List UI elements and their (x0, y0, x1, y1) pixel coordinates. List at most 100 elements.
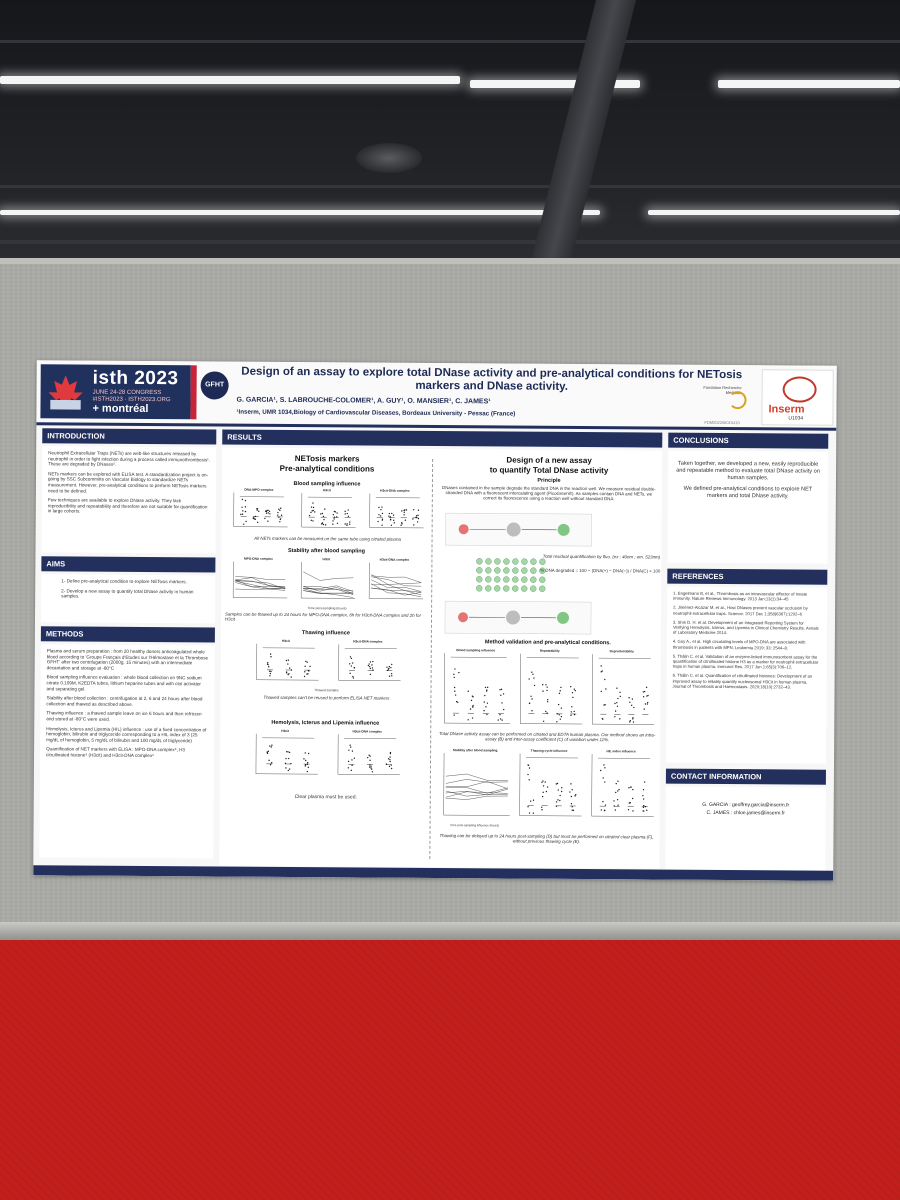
poster: isth 2023 JUNE 24-28 CONGRESS #ISTH2023 … (33, 360, 837, 881)
data-point (570, 783, 572, 785)
data-point (499, 713, 501, 716)
conclusion-paragraph: Taken together, we developed a new, easi… (676, 460, 820, 482)
chart-h3cit-dna: H3cit-DNA complex (363, 489, 426, 534)
data-point (616, 798, 619, 801)
data-point (602, 777, 604, 779)
data-point (453, 686, 456, 689)
data-point (528, 767, 531, 769)
chart-thawing-h3cit-dna: H3cit-DNA complex (332, 639, 403, 687)
data-point (500, 688, 503, 691)
data-point (572, 696, 574, 699)
data-point (558, 714, 560, 716)
scatter-plot (337, 734, 400, 775)
data-point (546, 686, 548, 688)
data-point (647, 701, 649, 704)
data-point (279, 521, 281, 523)
hil-title: Hemolysis, Icterus and Lipemia influence (271, 719, 380, 727)
series-line (445, 779, 508, 784)
data-point (602, 800, 604, 803)
data-point (312, 520, 314, 522)
chart-thawing-cycle: Thawing cycle influence (513, 749, 585, 823)
data-point (454, 694, 457, 696)
data-point (458, 671, 460, 674)
data-point (533, 677, 535, 679)
data-point (483, 701, 485, 703)
data-point (643, 781, 646, 783)
data-point (307, 669, 310, 672)
data-point (573, 713, 576, 716)
plate-well (539, 585, 546, 592)
series-line (303, 588, 354, 595)
scatter-plot (256, 643, 319, 681)
data-point (271, 762, 273, 764)
data-point (386, 666, 388, 669)
data-point (287, 769, 290, 772)
data-point (371, 667, 374, 669)
data-point (288, 751, 291, 754)
data-point (285, 659, 288, 662)
data-point (557, 703, 560, 706)
data-point (304, 765, 306, 767)
poster-affiliation: ¹Inserm, UMR 1034,Biology of Cardiovascu… (236, 408, 516, 418)
data-point (546, 700, 549, 703)
isth-city: + montréal (92, 402, 149, 415)
data-point (389, 752, 392, 755)
data-point (381, 506, 383, 508)
chart-title: H3cit (322, 557, 331, 562)
thawing-xlabel: Thawed samples (314, 688, 339, 693)
data-point (277, 511, 279, 514)
data-point (643, 708, 645, 710)
data-point (285, 757, 287, 760)
data-point (287, 663, 289, 665)
data-point (285, 671, 288, 673)
data-point (570, 795, 573, 798)
data-point (601, 717, 604, 720)
data-point (244, 499, 247, 502)
hil-caption: Clear plasma must be used. (294, 794, 357, 801)
data-point (367, 756, 369, 759)
plate-well (521, 585, 528, 592)
data-point (401, 510, 403, 512)
data-point (389, 516, 392, 518)
data-point (254, 515, 257, 518)
data-point (616, 701, 618, 704)
data-point (279, 518, 282, 520)
data-point (642, 788, 645, 791)
chart-title: Repeatability (539, 648, 560, 653)
data-point (555, 783, 557, 785)
data-point (288, 757, 290, 760)
data-point (241, 498, 244, 501)
data-point (646, 703, 649, 705)
plate-well (530, 585, 537, 592)
chart-stability-mpo: MPO-DNA complex (227, 557, 290, 604)
data-point (267, 520, 269, 522)
data-point (372, 660, 374, 663)
data-point (390, 524, 393, 526)
data-point (619, 718, 621, 720)
principle-title: Principle (537, 477, 561, 484)
data-point (389, 759, 391, 761)
data-point (614, 710, 617, 712)
data-point (258, 510, 260, 513)
data-point (311, 510, 313, 512)
data-point (369, 673, 372, 676)
data-point (265, 512, 268, 514)
scatter-plot (301, 493, 356, 528)
reference-item: 6. Thâlin C. et al. Quantification of ci… (672, 673, 813, 690)
data-point (644, 703, 647, 705)
reference-item: 2. Jiménez-Alcázar M. et al., Host DNase… (673, 605, 808, 617)
results-body: NETosis markers Pre-analytical condition… (219, 447, 663, 869)
data-point (643, 804, 645, 807)
data-point (324, 524, 327, 526)
data-point (615, 782, 617, 785)
data-point (600, 665, 602, 667)
data-point (245, 520, 247, 523)
data-point (369, 661, 372, 663)
data-point (252, 517, 255, 520)
data-point (542, 791, 544, 794)
conclusion-paragraph: We defined pre-analytical conditions to … (683, 485, 813, 500)
chart-title: H3cit-DNA complex (352, 729, 382, 734)
data-point (560, 686, 562, 689)
data-point (486, 689, 488, 691)
data-point (350, 769, 352, 772)
